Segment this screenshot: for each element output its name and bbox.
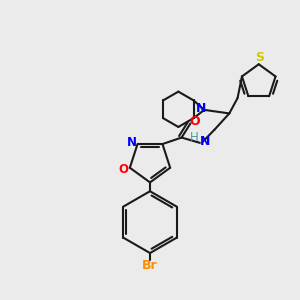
Text: O: O xyxy=(118,163,128,176)
Text: N: N xyxy=(196,102,206,115)
Text: O: O xyxy=(189,115,200,128)
Text: S: S xyxy=(255,51,264,64)
Text: H: H xyxy=(190,131,198,144)
Text: N: N xyxy=(127,136,137,149)
Text: N: N xyxy=(200,135,211,148)
Text: Br: Br xyxy=(142,259,158,272)
